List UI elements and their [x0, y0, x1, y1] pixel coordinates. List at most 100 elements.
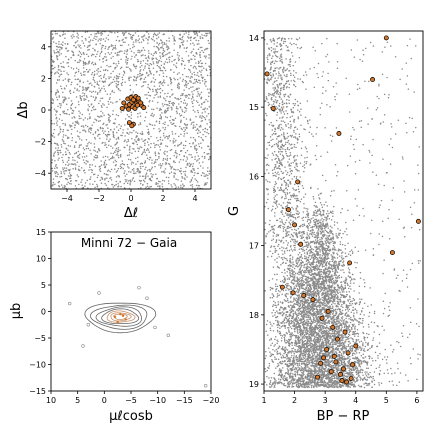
cmd-field-star — [292, 161, 294, 164]
spatial-field-star — [51, 102, 54, 105]
spatial-field-star — [197, 39, 200, 42]
spatial-field-star — [186, 124, 188, 126]
cmd-field-star — [284, 69, 286, 72]
spatial-field-star — [52, 41, 55, 43]
cmd-field-star — [287, 46, 289, 48]
spatial-field-star — [199, 124, 202, 127]
spatial-field-star — [187, 82, 189, 85]
cmd-field-star — [278, 189, 281, 191]
cmd-field-star — [266, 188, 269, 191]
spatial-field-star — [139, 75, 141, 77]
spatial-field-star — [137, 156, 139, 158]
spatial-field-star — [192, 82, 195, 84]
cmd-field-star — [278, 140, 280, 142]
cmd-field-star — [331, 258, 333, 260]
proper-motion-field-star — [67, 301, 72, 306]
spatial-field-star — [160, 164, 162, 167]
cmd-field-star — [270, 78, 272, 81]
spatial-field-star — [164, 153, 166, 155]
spatial-field-star — [90, 109, 93, 112]
cmd-field-star — [282, 242, 285, 244]
spatial-field-star — [163, 110, 166, 113]
spatial-field-star — [201, 138, 204, 141]
cmd-field-star — [313, 204, 316, 207]
cmd-field-star — [275, 90, 277, 93]
cmd-field-star — [310, 293, 312, 296]
spatial-field-star — [194, 156, 196, 158]
cmd-field-star — [275, 235, 278, 237]
cmd-field-star — [292, 235, 294, 238]
spatial-field-star — [109, 96, 111, 99]
cmd-field-star — [294, 246, 296, 249]
cmd-field-star — [292, 288, 295, 290]
spatial-field-star — [126, 50, 128, 53]
spatial-field-star — [153, 81, 156, 83]
cmd-field-star — [265, 114, 268, 117]
cmd-field-star — [284, 166, 286, 168]
spatial-field-star — [139, 175, 141, 177]
cmd-field-star — [295, 137, 297, 139]
spatial-field-star — [165, 103, 168, 106]
cmd-field-star — [270, 209, 273, 212]
cmd-field-star — [283, 95, 286, 98]
spatial-field-star — [72, 156, 74, 159]
spatial-field-star — [119, 67, 122, 70]
spatial-field-star — [184, 124, 187, 126]
cmd-field-star — [362, 344, 364, 347]
cmd-field-star — [282, 320, 285, 323]
spatial-field-star — [189, 119, 192, 121]
spatial-field-star — [107, 103, 110, 105]
cmd-field-star — [289, 246, 292, 248]
cmd-field-star — [267, 255, 269, 258]
cmd-field-star — [295, 133, 297, 135]
spatial-field-star — [167, 84, 169, 86]
spatial-field-star — [116, 100, 118, 103]
spatial-field-star — [108, 116, 110, 119]
cmd-field-star — [272, 94, 275, 97]
spatial-field-star — [182, 41, 184, 43]
spatial-field-star — [159, 51, 161, 54]
spatial-field-star — [168, 134, 171, 137]
proper-motion-contour — [95, 306, 143, 327]
cmd-field-star — [266, 157, 268, 160]
cmd-field-star — [290, 43, 293, 46]
cmd-field-star — [282, 289, 285, 292]
spatial-field-star — [77, 34, 79, 36]
spatial-field-star — [76, 83, 79, 86]
spatial-field-star — [205, 69, 208, 72]
spatial-field-star — [168, 40, 171, 42]
cmd-field-star — [293, 193, 295, 195]
cmd-field-star — [283, 223, 286, 226]
cmd-field-star — [326, 284, 329, 287]
spatial-field-star — [155, 57, 157, 59]
spatial-field-star — [65, 134, 67, 137]
spatial-field-star — [97, 133, 100, 136]
spatial-field-star — [191, 165, 194, 168]
spatial-field-star — [69, 177, 72, 179]
spatial-field-star — [172, 122, 175, 125]
cmd-field-star — [293, 241, 295, 243]
cmd-field-star — [298, 232, 300, 235]
cmd-field-star — [276, 114, 278, 116]
spatial-field-star — [89, 183, 91, 185]
spatial-field-star — [52, 36, 54, 39]
spatial-field-star — [107, 187, 109, 189]
spatial-field-star — [195, 62, 197, 64]
cmd-field-star — [294, 85, 297, 88]
cmd-field-star — [291, 269, 293, 271]
spatial-field-star — [164, 150, 166, 153]
spatial-field-star — [87, 100, 90, 102]
spatial-field-star — [162, 132, 165, 135]
cmd-field-star — [296, 216, 299, 219]
cmd-field-star — [287, 139, 290, 142]
proper-motion-field-star — [86, 323, 91, 327]
cmd-field-star — [290, 270, 292, 272]
spatial-field-star — [98, 55, 101, 57]
cmd-field-star — [280, 112, 282, 114]
cmd-field-star — [295, 280, 297, 283]
spatial-field-star — [85, 68, 88, 71]
spatial-field-star — [200, 147, 203, 149]
cmd-field-star — [269, 351, 271, 353]
cmd-field-star — [285, 331, 288, 334]
cmd-field-star — [288, 69, 291, 72]
